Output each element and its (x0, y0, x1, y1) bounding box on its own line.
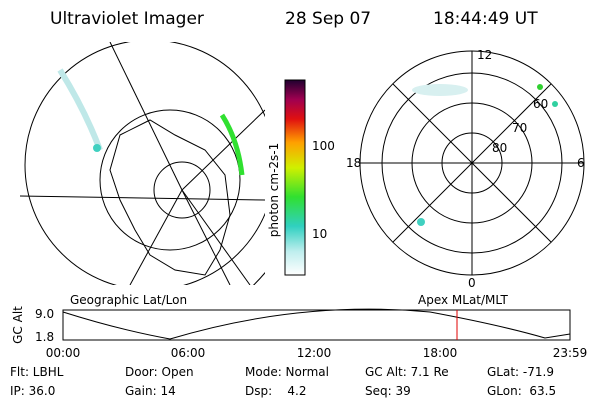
timeline-x-label: 18:00 (423, 346, 458, 360)
timeline-x-label: 23:59 (553, 346, 588, 360)
date: 28 Sep 07 (285, 9, 371, 29)
title: Ultraviolet Imager (50, 9, 204, 29)
lat-label: 60 (533, 97, 548, 111)
timeline-y-label: 9.0 (35, 307, 54, 321)
info-field: Seq: 39 (365, 384, 411, 398)
info-field: GLat: -71.9 (487, 365, 554, 379)
timeline-x-label: 12:00 (297, 346, 332, 360)
info-field: GLon: 63.5 (487, 384, 556, 398)
mlt-label: 0 (468, 276, 476, 290)
timeline-y-title: GC Alt (11, 306, 25, 344)
info-field: Dsp: 4.2 (245, 384, 307, 398)
mlt-label: 12 (477, 48, 492, 62)
info-field: IP: 36.0 (10, 384, 55, 398)
colorbar (284, 79, 306, 276)
timeline-y-label: 1.8 (35, 330, 54, 344)
timeline-title: Apex MLat/MLT (418, 293, 508, 307)
info-field: Mode: Normal (245, 365, 329, 379)
geo-map (20, 42, 265, 285)
lat-label: 80 (492, 141, 507, 155)
mlt-label: 18 (346, 156, 361, 170)
colorbar-label: 100 (312, 139, 335, 153)
timeline-x-label: 00:00 (46, 346, 81, 360)
mlt-label: 6 (577, 156, 585, 170)
info-panel: Flt: LBHL Door: Open Mode: Normal GC Alt: 7… (10, 365, 556, 398)
lat-label: 70 (512, 121, 527, 135)
timeline-title: Geographic Lat/Lon (70, 293, 187, 307)
colorbar-title: photon cm-2s-1 (267, 143, 281, 238)
info-field: GC Alt: 7.1 Re (365, 365, 449, 379)
polar-plot (359, 50, 585, 276)
colorbar-label: 10 (312, 227, 327, 241)
info-field: Flt: LBHL (10, 365, 64, 379)
time: 18:44:49 UT (433, 9, 538, 29)
info-field: Door: Open (125, 365, 194, 379)
timeline-x-label: 06:00 (171, 346, 206, 360)
info-field: Gain: 14 (125, 384, 176, 398)
timeline-plot (62, 308, 571, 341)
